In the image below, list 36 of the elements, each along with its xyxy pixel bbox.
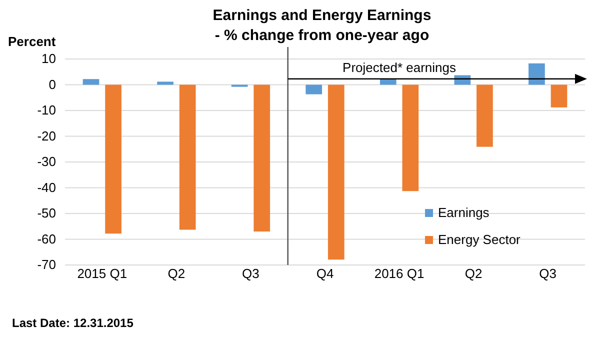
bar [179,84,196,230]
bar [328,84,344,260]
bar [157,82,174,85]
bar [306,84,322,94]
bar [254,84,270,232]
y-tick-label: -40 [37,180,56,195]
bar [528,63,545,85]
bar [402,84,419,192]
x-tick-label: Q2 [168,266,186,281]
y-axis-title: Percent [8,34,56,49]
bar [82,79,100,85]
legend-label: Earnings [438,205,490,220]
text: Last Date: 12.31.2015 [12,316,134,330]
x-tick-label: 2015 Q1 [77,266,128,281]
chart-subtitle: - % change from one-year ago [214,27,430,44]
x-tick-label: Q4 [316,266,334,281]
x-tick-label: Q2 [464,266,482,281]
x-tick-label: Q3 [539,266,557,281]
y-tick-label: -30 [37,154,56,170]
bar [454,75,471,85]
y-tick-label: -20 [37,128,56,144]
bar [105,84,122,234]
legend-label: Energy Sector [438,232,522,247]
y-tick-label: -70 [37,257,56,272]
y-tick-label: -10 [37,102,56,118]
bar [380,79,396,85]
chart-title: Earnings and Energy Earnings [212,7,432,24]
y-tick-label: 0 [48,76,56,92]
bar [550,84,568,108]
bar [476,84,493,147]
y-tick-label: -60 [37,231,56,246]
x-tick-label: 2016 Q1 [374,266,424,281]
y-tick-label: -50 [37,206,56,221]
y-tick-label: 10 [42,51,56,66]
x-tick-label: Q3 [242,266,260,281]
annotation: Projected* earnings [342,60,457,75]
